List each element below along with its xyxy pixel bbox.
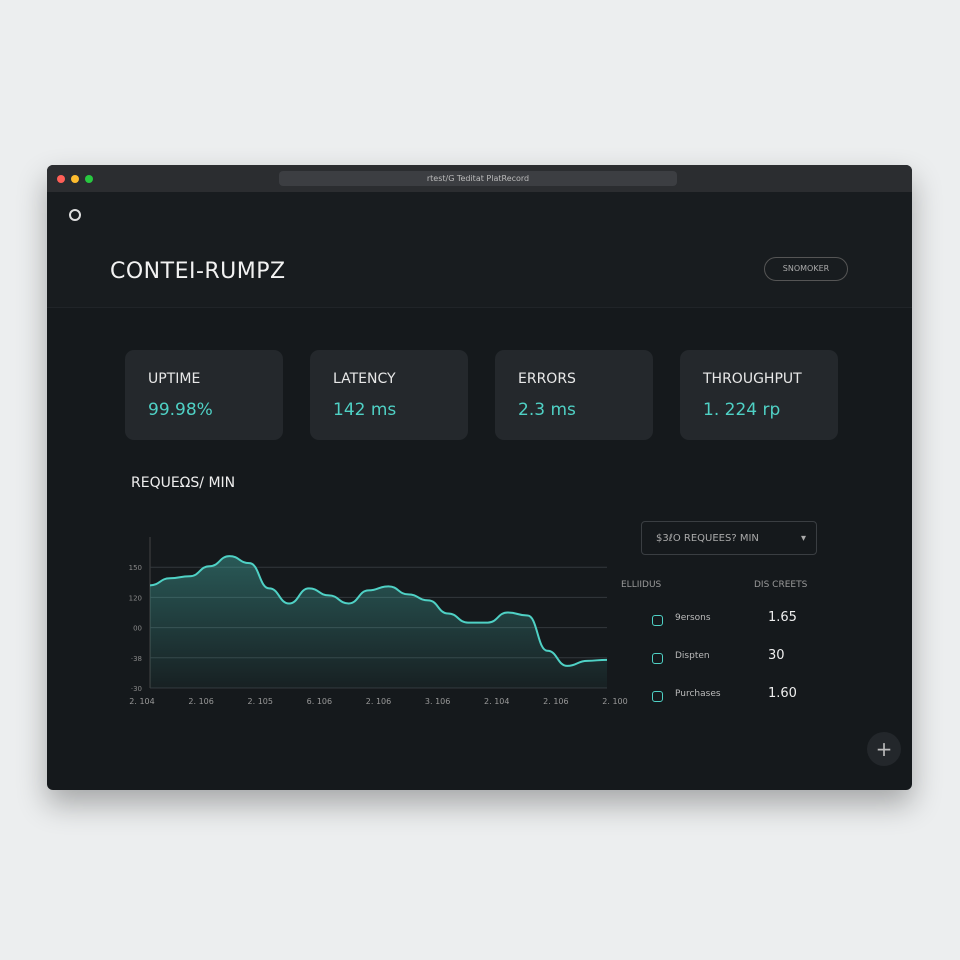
panel-header: ELLIIDUS (621, 580, 662, 590)
x-tick-label: 2. 105 (248, 697, 273, 706)
metric-label: ERRORS (518, 371, 576, 387)
minimize-button[interactable] (71, 175, 79, 183)
metric-label: UPTIME (148, 371, 201, 387)
x-tick-label: 2. 106 (543, 697, 568, 706)
browser-window: rtest/G Teditat PlatRecord CONTEI-RUMPZ … (47, 165, 912, 790)
dropdown-arrow: ▾ (800, 533, 806, 544)
metric-card: UPTIME 99.98% (125, 350, 283, 440)
x-tick-label: 3. 106 (425, 697, 450, 706)
zoom-button[interactable] (85, 175, 93, 183)
x-tick-label: 2. 104 (484, 697, 509, 706)
add-button[interactable]: + (867, 732, 901, 766)
row-icon (652, 691, 663, 702)
row-value: 1.65 (768, 610, 797, 625)
panel-header: DIS CREETS (754, 580, 808, 590)
metric-label: LATENCY (333, 371, 396, 387)
header (47, 192, 912, 308)
address-bar[interactable]: rtest/G Teditat PlatRecord (279, 171, 677, 186)
row-label: 9ersons (675, 613, 711, 623)
header-button[interactable]: SNOMOKER (764, 257, 848, 281)
row-label: Dispten (675, 651, 710, 661)
metric-label: THROUGHPUT (703, 371, 802, 387)
x-tick-label: 2. 104 (129, 697, 154, 706)
row-value: 1.60 (768, 686, 797, 701)
y-tick-label: 00 (133, 625, 142, 633)
dropdown[interactable]: $3ℓO REQUEES? MIN ▾ (641, 521, 817, 555)
chart-title: REQUEΩS/ MIN (131, 475, 236, 491)
y-tick-label: ·30 (131, 685, 142, 693)
metric-value: 1. 224 rp (703, 400, 781, 420)
x-tick-label: 2. 100 (602, 697, 627, 706)
y-tick-label: 150 (129, 564, 142, 572)
metric-card: ERRORS 2.3 ms (495, 350, 653, 440)
logo (69, 209, 81, 221)
y-tick-label: 120 (129, 594, 142, 602)
row-icon (652, 615, 663, 626)
row-label: Purchases (675, 689, 721, 699)
area (150, 556, 607, 688)
title-bar: rtest/G Teditat PlatRecord (47, 165, 912, 192)
x-tick-label: 6. 106 (307, 697, 332, 706)
chart: 150 120 00 ·38 ·30 2. 104 2. 106 2. 105 6. 106 2.… (129, 537, 628, 706)
metric-card: THROUGHPUT 1. 224 rp (680, 350, 838, 440)
line (149, 555, 608, 667)
dropdown-label: $3ℓO REQUEES? MIN (656, 533, 759, 544)
close-button[interactable] (57, 175, 65, 183)
metric-card: LATENCY 142 ms (310, 350, 468, 440)
metric-value: 142 ms (333, 400, 397, 420)
x-tick-label: 2. 106 (188, 697, 213, 706)
page-title: CONTEI-RUMPZ (110, 259, 286, 284)
row-value: 30 (768, 648, 785, 663)
metric-value: 99.98% (148, 400, 213, 420)
metric-value: 2.3 ms (518, 400, 576, 420)
y-tick-label: ·38 (131, 655, 142, 663)
row-icon (652, 653, 663, 664)
x-tick-label: 2. 106 (366, 697, 391, 706)
